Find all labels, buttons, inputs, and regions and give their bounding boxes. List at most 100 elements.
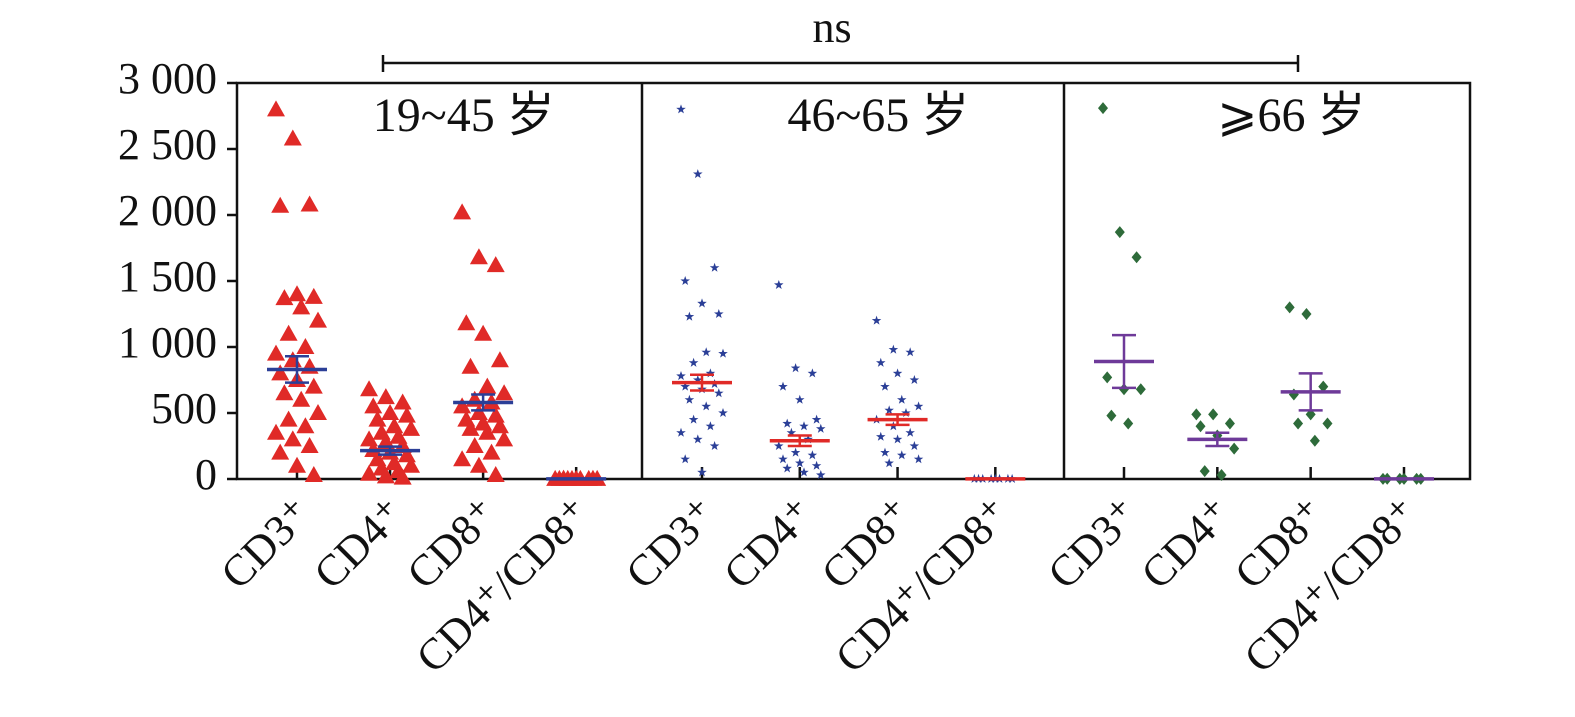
data-point	[397, 406, 416, 423]
data-point	[1216, 469, 1227, 482]
data-point	[461, 419, 480, 436]
significance-bracket	[381, 55, 1300, 72]
data-point	[360, 464, 379, 481]
data-point	[1106, 409, 1117, 422]
x-tick-label: CD3⁺	[616, 489, 726, 599]
data-point	[1293, 417, 1304, 430]
data-point	[909, 441, 920, 450]
data-point	[871, 315, 882, 325]
data-point	[1102, 371, 1113, 384]
data-point	[905, 347, 915, 357]
data-point	[714, 309, 724, 318]
data-point	[309, 311, 327, 328]
data-point	[465, 437, 484, 453]
x-tick-label: CD4⁺	[714, 489, 824, 599]
data-point	[1191, 408, 1202, 421]
data-point	[304, 377, 323, 394]
data-point	[300, 357, 319, 374]
x-tick-label: CD4⁺	[1132, 489, 1242, 599]
data-point	[288, 456, 306, 473]
data-point	[486, 466, 505, 483]
data-point	[693, 169, 703, 179]
data-point	[905, 427, 915, 437]
data-point	[876, 357, 886, 367]
x-tick-label: CD3⁺	[1038, 489, 1148, 599]
data-point	[1208, 408, 1219, 421]
error-bar	[690, 373, 714, 392]
data-point	[913, 401, 924, 411]
data-point	[680, 276, 690, 285]
data-point	[816, 470, 826, 480]
y-tick-label: 2 000	[118, 186, 217, 235]
data-point	[453, 397, 472, 414]
data-point	[309, 404, 327, 420]
annotation: ns	[812, 3, 851, 52]
data-point	[897, 394, 907, 404]
data-point	[718, 408, 728, 417]
data-point	[888, 344, 899, 354]
panel-title: 46~65 岁	[787, 89, 969, 142]
data-point	[782, 418, 792, 428]
data-point	[1301, 308, 1312, 320]
data-point	[795, 394, 805, 404]
data-point	[892, 434, 903, 444]
data-point	[453, 203, 472, 220]
data-point	[897, 450, 907, 460]
data-point	[680, 454, 690, 464]
data-point	[296, 338, 315, 354]
data-point	[1229, 442, 1240, 455]
data-point	[880, 381, 890, 391]
data-point	[1098, 102, 1108, 115]
error-bar	[787, 434, 812, 448]
data-point	[478, 377, 497, 394]
data-point	[701, 347, 711, 357]
error-bar	[378, 445, 403, 456]
data-point	[271, 364, 290, 381]
data-point	[1114, 226, 1125, 239]
data-point	[676, 371, 686, 381]
data-point	[300, 437, 319, 453]
y-tick-label: 0	[195, 450, 217, 499]
data-point	[705, 421, 716, 431]
data-point	[364, 397, 383, 414]
data-point	[1123, 417, 1134, 430]
data-point	[482, 443, 501, 460]
data-point	[807, 368, 818, 378]
data-point	[876, 431, 886, 441]
data-point	[376, 467, 395, 484]
data-point	[676, 104, 686, 114]
data-point	[1131, 251, 1142, 264]
error-bar	[1112, 333, 1136, 390]
data-point	[1284, 301, 1295, 314]
data-point	[799, 467, 809, 477]
data-point	[684, 311, 695, 321]
x-tick-label: CD4⁺	[304, 489, 414, 599]
y-tick-label: 1 000	[118, 318, 217, 367]
error-bar	[1298, 372, 1323, 412]
data-point	[790, 363, 801, 373]
data-point	[714, 388, 724, 398]
y-tick-label: 1 500	[118, 252, 217, 301]
data-point	[811, 460, 822, 470]
data-point	[271, 443, 290, 460]
data-point	[1322, 417, 1333, 430]
data-point	[402, 456, 421, 473]
data-point	[292, 390, 311, 407]
data-point	[275, 384, 294, 401]
data-point	[697, 298, 707, 308]
data-point	[292, 298, 311, 315]
data-point	[393, 468, 412, 485]
data-point	[1135, 383, 1146, 396]
data-point	[381, 404, 400, 420]
data-point	[816, 423, 826, 433]
panel-title: 19~45 岁	[373, 89, 555, 142]
data-point	[283, 430, 302, 447]
error-bar	[885, 413, 910, 427]
data-point	[279, 324, 298, 341]
data-point	[267, 423, 285, 440]
data-point	[368, 410, 387, 427]
data-point	[279, 410, 298, 427]
data-point	[457, 314, 476, 331]
data-point	[267, 344, 285, 361]
y-tick-label: 2 500	[118, 120, 217, 169]
